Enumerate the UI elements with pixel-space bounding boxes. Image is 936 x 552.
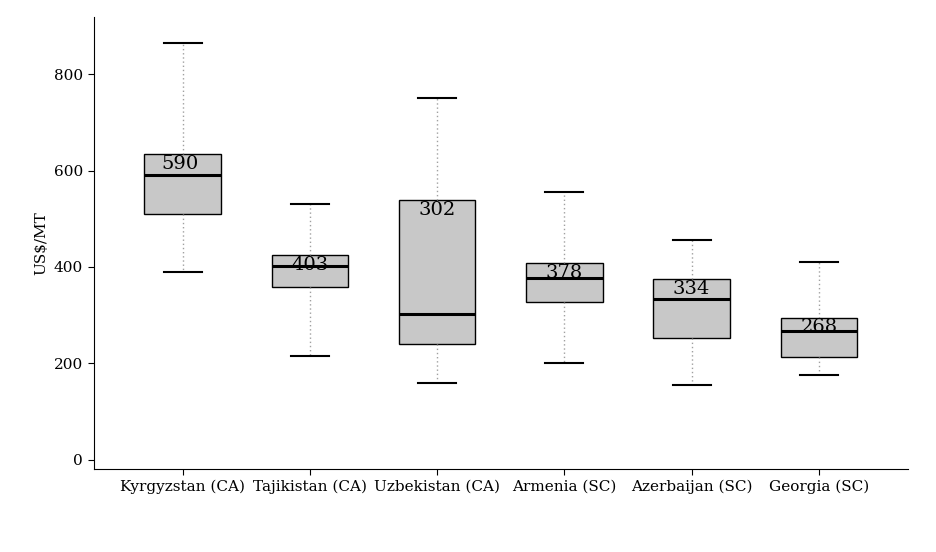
Text: 268: 268 <box>800 319 838 337</box>
Text: 403: 403 <box>291 256 329 274</box>
PathPatch shape <box>144 154 221 214</box>
PathPatch shape <box>781 317 857 357</box>
Text: 334: 334 <box>673 280 710 298</box>
Text: 590: 590 <box>162 155 198 173</box>
PathPatch shape <box>526 263 603 301</box>
PathPatch shape <box>653 279 730 338</box>
PathPatch shape <box>399 199 475 344</box>
Text: 378: 378 <box>546 264 583 282</box>
PathPatch shape <box>271 255 348 287</box>
Text: 302: 302 <box>418 200 456 219</box>
Y-axis label: US$/MT: US$/MT <box>35 211 49 275</box>
